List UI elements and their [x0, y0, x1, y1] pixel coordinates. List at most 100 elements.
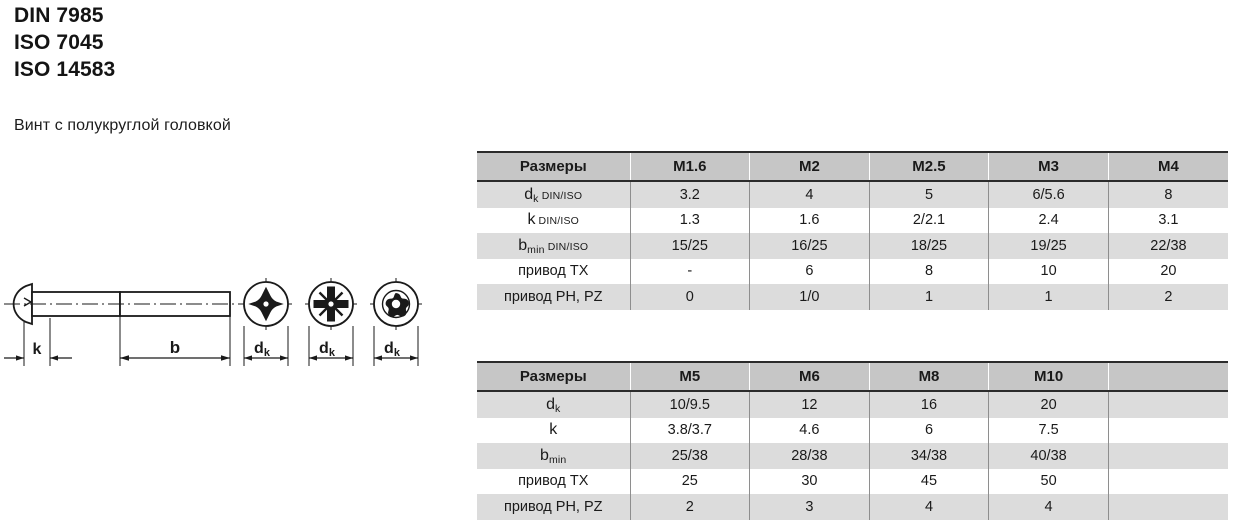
cell-dk-m8: 16 [868, 391, 989, 418]
cell-tx-m2: 6 [749, 258, 870, 284]
row-label-bmin: bmin DIN/ISO [477, 233, 630, 259]
cell-phpz-m8: 4 [868, 494, 989, 520]
column-header-empty [1107, 361, 1228, 392]
table-row: dk 10/9.5 12 16 20 [477, 391, 1228, 418]
ph-dk-arrow-left [244, 355, 252, 361]
cell-tx-m2-5: 8 [868, 258, 989, 284]
ph-dk-arrow-right [280, 355, 288, 361]
torx-head-view: dk [370, 278, 422, 366]
cell-bmin-m6: 28/38 [749, 443, 870, 469]
cell-phpz-m5: 2 [629, 494, 750, 520]
cell-dk-m2-5: 5 [868, 181, 989, 208]
cell-phpz-m3: 1 [988, 284, 1109, 310]
cell-k-m10: 7.5 [988, 417, 1109, 443]
cell-phpz-m6: 3 [749, 494, 870, 520]
cell-tx-empty [1107, 468, 1228, 494]
cell-bmin-m1-6: 15/25 [629, 233, 750, 259]
pz-dk-label: dk [319, 340, 336, 359]
cell-tx-m4: 20 [1107, 258, 1228, 284]
table-row: k 3.8/3.7 4.6 6 7.5 [477, 417, 1228, 443]
column-header-m1-6: M1.6 [629, 151, 750, 182]
cell-bmin-m2: 16/25 [749, 233, 870, 259]
column-header-m2: M2 [749, 151, 870, 182]
cell-k-empty [1107, 417, 1228, 443]
dimension-b: b [119, 316, 231, 366]
standard-iso-14583: ISO 14583 [14, 58, 116, 81]
cell-k-m8: 6 [868, 417, 989, 443]
column-header-m8: M8 [868, 361, 989, 392]
column-header-m5: M5 [629, 361, 750, 392]
column-header-m2-5: M2.5 [868, 151, 989, 182]
cell-dk-empty [1107, 391, 1228, 418]
table-row: bmin 25/38 28/38 34/38 40/38 [477, 443, 1228, 469]
cell-phpz-empty [1107, 494, 1228, 520]
cell-dk-m2: 4 [749, 181, 870, 208]
cell-phpz-m2-5: 1 [868, 284, 989, 310]
column-header-dimensions: Размеры [477, 151, 630, 182]
cell-phpz-m4: 2 [1107, 284, 1228, 310]
pozidriv-head-view: dk [305, 278, 357, 366]
row-label-k: k [477, 417, 630, 443]
k-dimension-label: k [33, 341, 42, 358]
cell-k-m3: 2.4 [988, 207, 1109, 233]
cell-bmin-m3: 19/25 [988, 233, 1109, 259]
screw-drawing-svg: k b [4, 278, 422, 366]
pz-diagonal-ribs [318, 291, 344, 317]
dimension-k: k [4, 318, 72, 366]
k-arrow-right [50, 355, 58, 361]
ph-dk-label: dk [254, 340, 271, 359]
table-row: dk DIN/ISO 3.2 4 5 6/5.6 8 [477, 181, 1228, 208]
cell-dk-m5: 10/9.5 [629, 391, 750, 418]
row-label-drive-tx: привод TX [477, 258, 630, 284]
table-header-row: Размеры M1.6 M2 M2.5 M3 M4 [477, 151, 1228, 182]
table-row: привод PH, PZ 2 3 4 4 [477, 494, 1228, 520]
cell-k-m5: 3.8/3.7 [629, 417, 750, 443]
column-header-dimensions: Размеры [477, 361, 630, 392]
cell-phpz-m10: 4 [988, 494, 1109, 520]
cell-bmin-m2-5: 18/25 [868, 233, 989, 259]
column-header-m3: M3 [988, 151, 1109, 182]
pz-recess-centre [328, 301, 334, 307]
b-arrow-right [221, 355, 230, 361]
row-label-bmin: bmin [477, 443, 630, 469]
row-label-drive-tx: привод TX [477, 468, 630, 494]
dimensions-table-metric-large: Размеры M5 M6 M8 M10 dk 10/9.5 12 16 20 … [477, 361, 1228, 520]
head-recess-mark [23, 297, 33, 307]
cell-tx-m1-6: - [629, 258, 750, 284]
cell-k-m1-6: 1.3 [629, 207, 750, 233]
cell-bmin-m4: 22/38 [1107, 233, 1228, 259]
table-row: привод TX 25 30 45 50 [477, 468, 1228, 494]
cell-phpz-m2: 1/0 [749, 284, 870, 310]
pz-dk-arrow-right [345, 355, 353, 361]
cell-dk-m4: 8 [1107, 181, 1228, 208]
cell-dk-m3: 6/5.6 [988, 181, 1109, 208]
b-arrow-left [120, 355, 129, 361]
table-row: bmin DIN/ISO 15/25 16/25 18/25 19/25 22/… [477, 233, 1228, 259]
row-label-dk: dk [477, 391, 630, 418]
screw-head-outline [12, 282, 33, 326]
cell-phpz-m1-6: 0 [629, 284, 750, 310]
table-row: k DIN/ISO 1.3 1.6 2/2.1 2.4 3.1 [477, 207, 1228, 233]
tx-dk-arrow-left [374, 355, 382, 361]
column-header-m6: M6 [749, 361, 870, 392]
ph-recess-centre [263, 301, 269, 307]
cell-tx-m6: 30 [749, 468, 870, 494]
k-arrow-left [16, 355, 24, 361]
cell-bmin-m8: 34/38 [868, 443, 989, 469]
technical-drawing: k b [0, 262, 450, 392]
tx-recess-centre [391, 299, 401, 309]
table-row: привод TX - 6 8 10 20 [477, 258, 1228, 284]
cell-tx-m3: 10 [988, 258, 1109, 284]
cell-k-m2: 1.6 [749, 207, 870, 233]
cell-tx-m8: 45 [868, 468, 989, 494]
standard-din-7985: DIN 7985 [14, 4, 104, 27]
cell-k-m4: 3.1 [1107, 207, 1228, 233]
row-label-k: k DIN/ISO [477, 207, 630, 233]
dimensions-table-metric-small: Размеры M1.6 M2 M2.5 M3 M4 dk DIN/ISO 3.… [477, 151, 1228, 310]
tx-dk-label: dk [384, 340, 401, 359]
cell-dk-m1-6: 3.2 [629, 181, 750, 208]
column-header-m4: M4 [1107, 151, 1228, 182]
pz-dk-arrow-left [309, 355, 317, 361]
screw-side-view [4, 282, 240, 326]
cell-k-m6: 4.6 [749, 417, 870, 443]
